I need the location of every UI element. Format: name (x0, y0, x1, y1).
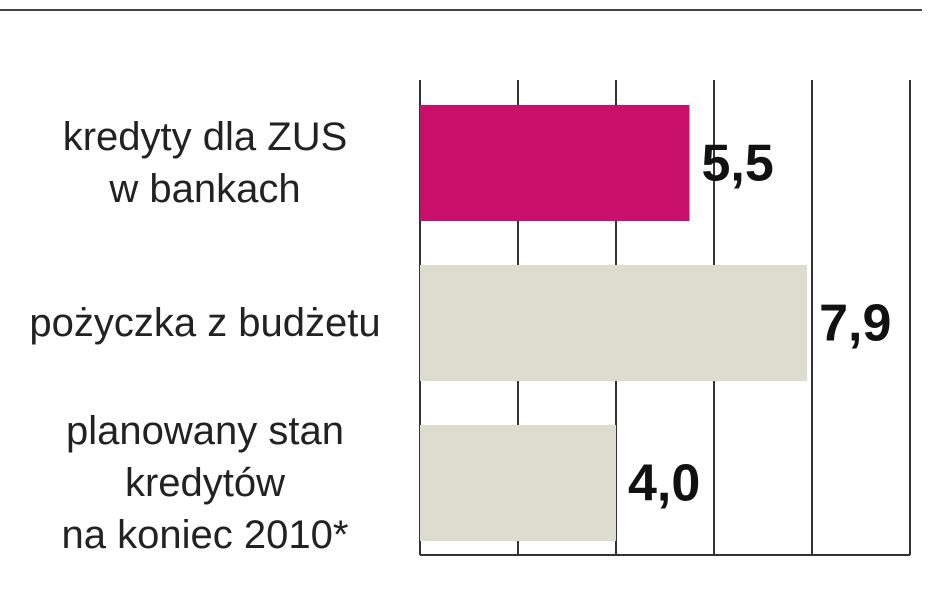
category-label: pożyczka z budżetu (29, 301, 381, 345)
category-label: kredyty dla ZUS w bankach (62, 115, 348, 211)
value-label: 7,9 (819, 295, 891, 353)
value-label: 4,0 (628, 455, 700, 513)
bar (420, 265, 808, 381)
value-label: 5,5 (702, 135, 774, 193)
bar (420, 425, 616, 541)
category-label: planowany stan kredytów na koniec 2010* (61, 409, 349, 557)
bar (420, 105, 690, 221)
